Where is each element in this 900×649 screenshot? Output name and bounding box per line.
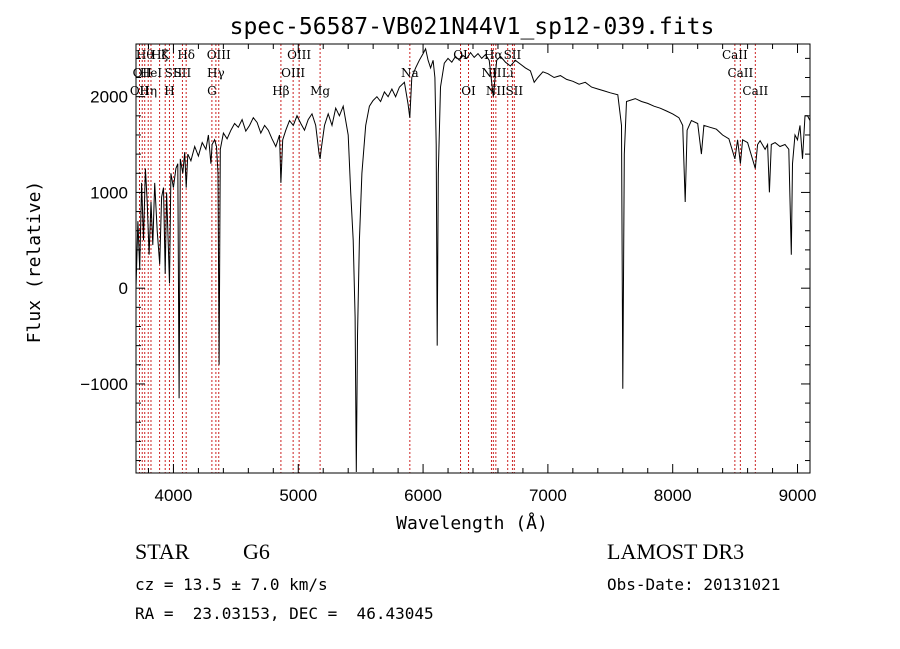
- spectral-line-label: Hδ: [177, 48, 195, 62]
- object-subclass: G6: [243, 539, 270, 564]
- x-axis-ticks: 4000 5000 6000 7000 8000 9000: [147, 44, 817, 505]
- spectral-line-label: NII: [486, 84, 506, 98]
- spectral-line-label: OIII: [281, 66, 305, 80]
- y-tick-label: 0: [119, 279, 128, 298]
- x-tick-label: 5000: [279, 486, 317, 505]
- flux-series-line: [135, 47, 811, 473]
- redshift-text: cz = 13.5 ± 7.0 km/s: [135, 575, 328, 594]
- obs-date-text: Obs-Date: 20131021: [607, 575, 780, 594]
- plot-area: [135, 47, 811, 473]
- x-axis-label: Wavelength (Å): [396, 512, 548, 534]
- chart-title: spec-56587-VB021N44V1_sp12-039.fits: [230, 14, 715, 40]
- spectral-line-label: OIII: [287, 48, 311, 62]
- y-tick-label: −1000: [80, 375, 128, 394]
- spectral-line-label: SII: [165, 66, 183, 80]
- spectral-line-label: Hβ: [272, 84, 289, 98]
- y-axis-label: Flux (relative): [24, 181, 45, 344]
- spectral-line-label: H: [164, 84, 174, 98]
- spectral-line-label: Hη: [139, 84, 157, 98]
- spectral-line-label: NII: [481, 66, 501, 80]
- survey-name: LAMOST DR3: [607, 539, 744, 564]
- spectral-line-label: K: [161, 48, 171, 62]
- spectral-line-labels: OIIOIIHθHηHeIHζKHSIISIIHδGHγOIIIHβOIIIOI…: [130, 48, 769, 98]
- spectral-line-label: CaII: [722, 48, 748, 62]
- spectral-line-label: HeI: [140, 66, 163, 80]
- spectral-line-label: Mg: [310, 84, 330, 98]
- spectral-line-label: SII: [174, 66, 192, 80]
- spectral-line-label: OII: [133, 66, 153, 80]
- spectral-line-label: OII: [130, 84, 150, 98]
- y-axis-ticks: −1000 0 1000 2000: [80, 57, 810, 462]
- spectral-line-markers: [138, 44, 756, 473]
- spectral-line-label: Hγ: [207, 66, 225, 80]
- x-tick-label: 8000: [654, 486, 692, 505]
- spectral-line-label: G: [207, 84, 217, 98]
- spectral-line-label: Hα: [484, 48, 503, 62]
- x-tick-label: 4000: [155, 486, 193, 505]
- object-class: STAR: [135, 539, 190, 564]
- spectral-line-label: OI: [453, 48, 468, 62]
- spectral-line-label: CaII: [727, 66, 753, 80]
- spectral-line-label: SII: [505, 84, 523, 98]
- spectral-line-label: OIII: [207, 48, 231, 62]
- spectral-line-label: Na: [401, 66, 419, 80]
- spectral-line-label: OI: [461, 84, 476, 98]
- spectral-line-label: Hζ: [151, 48, 168, 62]
- coordinates-text: RA = 23.03153, DEC = 46.43045: [135, 604, 434, 623]
- spectral-line-label: Li: [502, 66, 514, 80]
- y-tick-label: 2000: [90, 88, 128, 107]
- spectral-line-label: SII: [504, 48, 522, 62]
- plot-frame: [135, 43, 811, 474]
- x-tick-label: 7000: [529, 486, 567, 505]
- y-tick-label: 1000: [90, 183, 128, 202]
- x-tick-label: 6000: [404, 486, 442, 505]
- spectral-line-label: CaII: [742, 84, 768, 98]
- x-tick-label: 9000: [779, 486, 817, 505]
